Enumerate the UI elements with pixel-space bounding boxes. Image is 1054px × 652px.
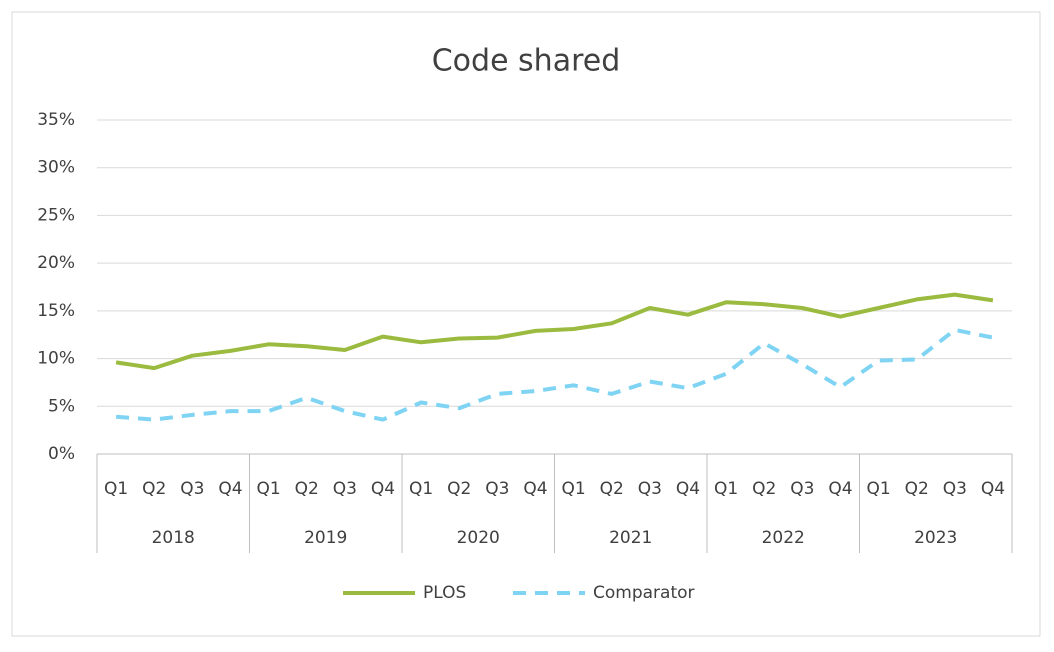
y-tick-label: 30% [37,158,75,178]
y-tick-label: 0% [48,444,75,464]
series-line [115,327,994,422]
y-tick-label: 35% [37,110,75,130]
x-tick-label: Q1 [714,479,738,499]
chart-title: Code shared [432,44,621,79]
group-label: 2023 [914,528,957,548]
x-tick-label: Q3 [333,479,357,499]
x-tick-label: Q2 [447,479,471,499]
x-tick-label: Q2 [905,479,929,499]
group-label: 2021 [609,528,652,548]
x-tick-label: Q4 [523,479,547,499]
group-label: 2019 [304,528,347,548]
x-tick-label: Q1 [104,479,128,499]
x-tick-label: Q3 [485,479,509,499]
x-tick-label: Q2 [600,479,624,499]
x-tick-label: Q4 [828,479,852,499]
y-tick-label: 25% [37,205,75,225]
x-tick-label: Q3 [638,479,662,499]
x-tick-label: Q4 [981,479,1005,499]
y-tick-label: 5% [48,396,75,416]
group-label: 2022 [762,528,805,548]
x-tick-label: Q4 [676,479,700,499]
legend-label: PLOS [423,583,466,603]
x-tick-label: Q1 [561,479,585,499]
x-tick-label: Q4 [371,479,395,499]
x-tick-label: Q3 [943,479,967,499]
x-tick-label: Q4 [218,479,242,499]
x-tick-label: Q1 [866,479,890,499]
legend-label: Comparator [593,583,695,603]
chart-border [11,11,1041,637]
x-tick-label: Q3 [790,479,814,499]
x-tick-label: Q2 [295,479,319,499]
group-label: 2020 [457,528,500,548]
x-tick-label: Q1 [409,479,433,499]
x-tick-label: Q3 [180,479,204,499]
x-tick-label: Q1 [256,479,280,499]
series-line [115,292,994,371]
group-label: 2018 [152,528,195,548]
y-tick-label: 15% [37,301,75,321]
y-tick-label: 20% [37,253,75,273]
x-tick-label: Q2 [142,479,166,499]
y-tick-label: 10% [37,349,75,369]
x-tick-label: Q2 [752,479,776,499]
